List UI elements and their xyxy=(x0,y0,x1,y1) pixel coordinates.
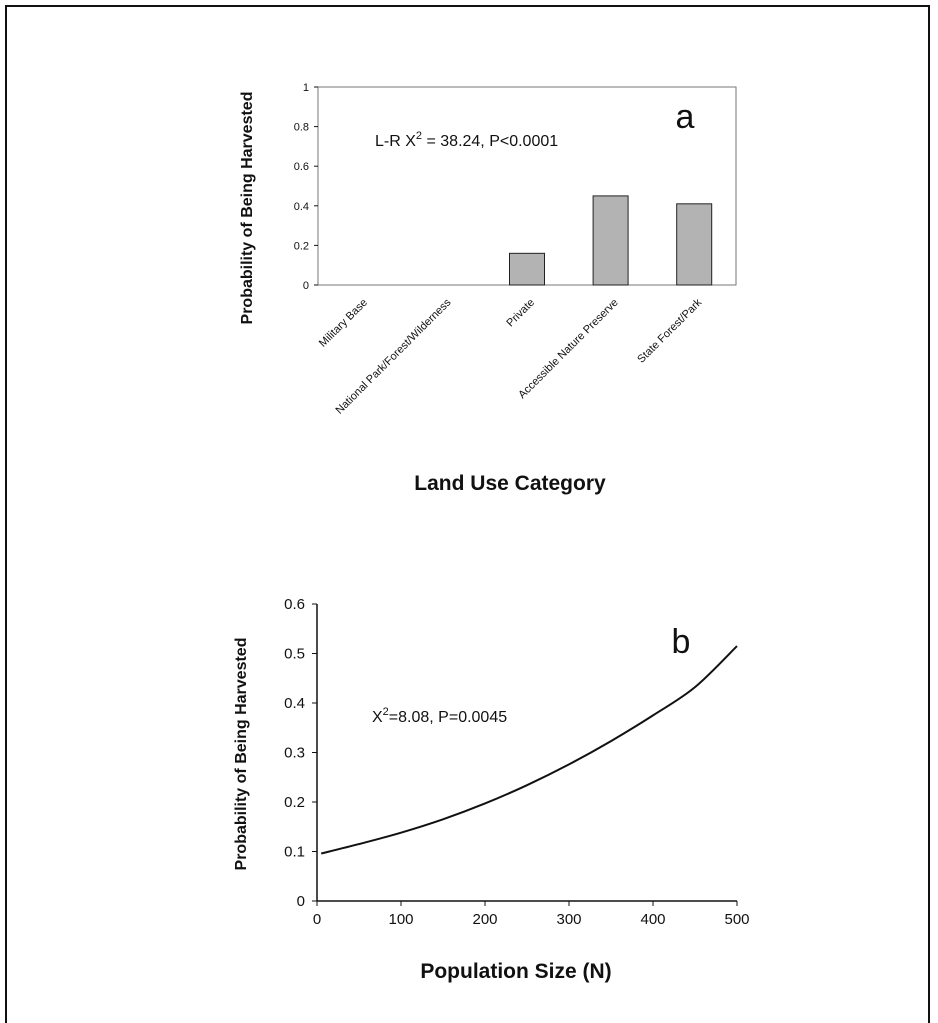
panel-a-category-label: State Forest/Park xyxy=(635,296,704,365)
panel-b-y-axis-label: Probability of Being Harvested xyxy=(233,638,250,871)
panel-a-stat-superscript: 2 xyxy=(416,130,422,142)
panel-b-y-tick-label: 0.6 xyxy=(284,596,305,613)
panel-a-x-axis-label: Land Use Category xyxy=(414,472,606,495)
panel-b-x-tick-label: 300 xyxy=(556,911,581,928)
panel-b-x-tick-label: 500 xyxy=(724,911,749,928)
panel-a-y-tick-label: 1 xyxy=(303,82,309,94)
panel-b-x-tick-label: 200 xyxy=(472,911,497,928)
panel-a-category-label: Private xyxy=(504,297,537,330)
panel-a-y-tick-label: 0.8 xyxy=(294,122,309,134)
panel-b-y-tick-label: 0.3 xyxy=(284,745,305,762)
panel-a-bar xyxy=(676,203,713,286)
panel-a-stat-suffix: = 38.24, P<0.0001 xyxy=(422,133,558,150)
panel-a-statistic: L-R X2 = 38.24, P<0.0001 xyxy=(375,130,558,150)
panel-a-y-tick-label: 0 xyxy=(303,280,309,292)
panel-a-stat-prefix: L-R X xyxy=(375,133,416,150)
panel-a-category-label: Accessible Nature Preserve xyxy=(516,297,620,401)
panel-b-line-chart: 0 0.1 0.2 0.3 0.4 0.5 0.6 0 100 200 300 400 500 Prob… xyxy=(233,596,750,983)
panel-b-y-tick-label: 0.5 xyxy=(284,646,305,663)
panel-b-x-axis-label: Population Size (N) xyxy=(420,960,611,983)
panel-a-y-tick-label: 0.4 xyxy=(294,201,309,213)
panel-a-bar xyxy=(509,252,545,286)
panel-a-bar xyxy=(592,195,629,286)
panel-b-stat-suffix: =8.08, P=0.0045 xyxy=(389,709,507,726)
panel-b-y-tick-label: 0.4 xyxy=(284,695,305,712)
panel-b-statistic: X2=8.08, P=0.0045 xyxy=(372,706,507,726)
figure-frame xyxy=(5,5,930,1023)
panel-b-y-tick-label: 0 xyxy=(297,893,305,910)
panel-b-stat-prefix: X xyxy=(372,709,383,726)
panel-a-letter: a xyxy=(676,98,695,136)
panel-a-y-axis-label: Probability of Being Harvested xyxy=(239,92,256,325)
panel-a-y-tick-label: 0.2 xyxy=(294,240,309,252)
panel-b-stat-superscript: 2 xyxy=(383,706,389,718)
panel-a-y-tick-label: 0.6 xyxy=(294,161,309,173)
panel-b-y-tick-label: 0.2 xyxy=(284,794,305,811)
panel-a-category-label: Military Base xyxy=(317,297,370,350)
panel-b-y-tick-label: 0.1 xyxy=(284,844,305,861)
panel-b-letter: b xyxy=(672,623,691,661)
panel-b-x-tick-label: 0 xyxy=(313,911,321,928)
panel-b-x-tick-label: 400 xyxy=(640,911,665,928)
panel-b-curve xyxy=(320,645,738,855)
panel-b-x-tick-label: 100 xyxy=(388,911,413,928)
